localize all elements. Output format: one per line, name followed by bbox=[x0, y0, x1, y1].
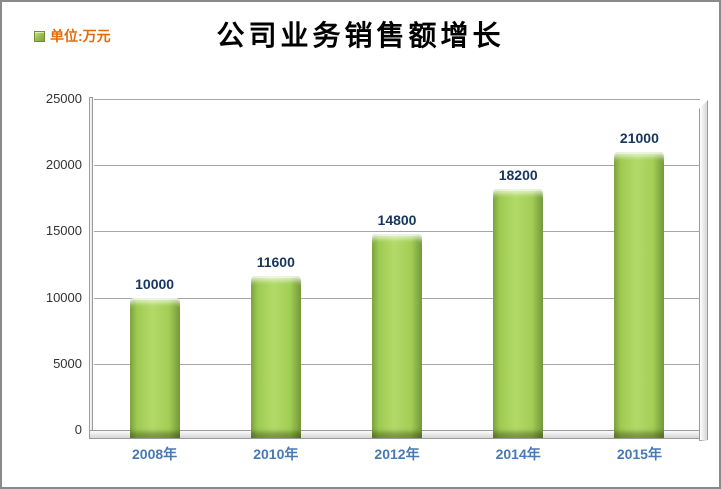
y-axis-tick-label: 5000 bbox=[53, 355, 82, 371]
legend-label: 单位:万元 bbox=[50, 28, 111, 44]
x-axis-category-label: 2015年 bbox=[616, 446, 662, 462]
gridline bbox=[94, 231, 700, 233]
bar-value-label: 18200 bbox=[498, 167, 538, 184]
bar-2014年 bbox=[493, 189, 544, 438]
bar-value-label: 11600 bbox=[256, 254, 295, 271]
x-axis-category-label: 2010年 bbox=[253, 446, 299, 462]
bar-2012年 bbox=[372, 234, 422, 438]
chart-title: 公司业务销售额增长 bbox=[216, 19, 505, 52]
plot-area: 10000 2008年 11600 2010年 14800 2012年 18200 2014年… bbox=[94, 99, 700, 462]
bar-2015年 bbox=[614, 151, 665, 438]
plot-right-wall bbox=[699, 100, 708, 441]
y-axis-tick-label: 0 bbox=[74, 422, 82, 437]
y-axis-tick-label: 15000 bbox=[45, 223, 82, 239]
series-swatch-icon bbox=[34, 30, 45, 42]
y-axis-tick-label: 25000 bbox=[45, 91, 82, 106]
bar-value-label: 21000 bbox=[619, 129, 659, 146]
bar-2010年 bbox=[250, 276, 301, 438]
legend: 单位:万元 bbox=[34, 29, 111, 43]
gridline bbox=[94, 99, 700, 100]
plot-left-wall bbox=[89, 97, 93, 438]
bar-value-label: 10000 bbox=[135, 275, 175, 292]
bar-value-label: 14800 bbox=[377, 212, 417, 229]
x-axis-category-label: 2012年 bbox=[374, 446, 420, 462]
x-axis-category-label: 2014年 bbox=[495, 446, 541, 462]
gridline bbox=[94, 165, 700, 167]
bar-2008年 bbox=[129, 297, 180, 438]
y-axis-tick-label: 20000 bbox=[45, 157, 82, 173]
x-axis-category-label: 2008年 bbox=[132, 446, 178, 462]
y-axis-tick-label: 10000 bbox=[45, 289, 82, 305]
